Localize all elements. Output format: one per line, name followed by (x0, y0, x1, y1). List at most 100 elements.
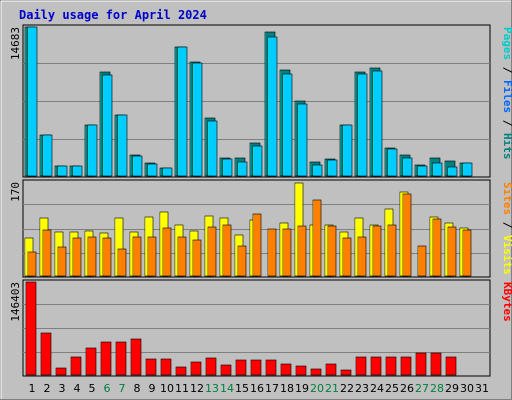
bar-sites-day-19 (297, 225, 307, 277)
bar-pages-day-10 (162, 167, 173, 177)
day-label-25: 25 (385, 382, 399, 395)
bar-pages-day-26 (402, 157, 413, 177)
bar-pages-day-17 (267, 36, 278, 177)
bar-pages-day-18 (282, 73, 293, 177)
series-side-labels: KBytes (501, 282, 512, 322)
side-label-separator: / (501, 113, 512, 133)
bar-sites-day-18 (282, 228, 292, 277)
panel-kbytes: 146403 KBytes (9, 279, 512, 377)
max-tick-label: 14683 (9, 27, 22, 60)
day-label-26: 26 (400, 382, 414, 395)
bar-kbytes-day-5 (85, 347, 97, 376)
bar-kbytes-day-11 (175, 366, 187, 376)
bar-sites-day-30 (462, 229, 472, 277)
bar-sites-day-8 (132, 236, 142, 277)
day-label-9: 9 (149, 382, 156, 395)
panel-visits-sites: 170 Sites / Visits (9, 179, 512, 278)
bar-kbytes-day-3 (55, 367, 67, 376)
bar-sites-day-27 (417, 245, 427, 277)
bar-pages-day-20 (312, 164, 323, 177)
day-labels-group: 1 2 3 4 5 6 7 8 9 10 11 12 13 14 15 16 17 18 19 20 21 22 23 24 2… (29, 382, 490, 395)
day-label-20: 20 (310, 382, 324, 395)
bar-kbytes-day-16 (250, 359, 262, 376)
bar-pages-day-1 (27, 26, 38, 177)
max-tick-label: 146403 (9, 282, 22, 322)
bar-kbytes-day-25 (385, 356, 397, 376)
bar-pages-day-28 (432, 162, 443, 177)
day-label-1: 1 (29, 382, 36, 395)
bar-sites-day-9 (147, 236, 157, 277)
bar-kbytes-day-29 (445, 356, 457, 376)
bar-sites-day-10 (162, 227, 172, 277)
bar-pages-day-9 (147, 163, 158, 177)
bars-hits-files-pages (24, 26, 473, 177)
day-label-5: 5 (89, 382, 96, 395)
bar-kbytes-day-15 (235, 359, 247, 376)
bar-pages-day-2 (42, 134, 53, 177)
bar-pages-day-29 (447, 166, 458, 177)
bar-sites-day-25 (387, 224, 397, 277)
bar-kbytes-day-21 (325, 363, 337, 376)
side-label-sites: Sites (501, 182, 512, 215)
day-label-10: 10 (160, 382, 174, 395)
bar-sites-day-3 (57, 246, 67, 277)
bar-pages-day-16 (252, 145, 263, 177)
bar-kbytes-day-12 (190, 361, 202, 376)
day-label-3: 3 (59, 382, 66, 395)
bar-kbytes-day-27 (415, 352, 427, 376)
series-side-labels: Pages / Files / Hits (501, 27, 512, 160)
bars-kbytes (25, 281, 457, 376)
bar-kbytes-day-28 (430, 352, 442, 376)
day-label-23: 23 (355, 382, 369, 395)
bar-pages-day-22 (342, 124, 353, 177)
day-label-28: 28 (430, 382, 444, 395)
bar-sites-day-1 (27, 251, 37, 277)
bar-kbytes-day-4 (70, 356, 82, 376)
day-label-31: 31 (475, 382, 489, 395)
max-tick-label: 170 (9, 182, 22, 202)
bar-sites-day-21 (327, 225, 337, 277)
bar-kbytes-day-26 (400, 356, 412, 376)
day-label-11: 11 (175, 382, 189, 395)
day-label-8: 8 (134, 382, 141, 395)
bar-sites-day-16 (252, 213, 262, 277)
bar-pages-day-13 (207, 120, 218, 177)
bar-kbytes-day-23 (355, 356, 367, 376)
bar-sites-day-5 (87, 236, 97, 277)
chart-title: Daily usage for April 2024 (19, 8, 207, 22)
day-label-27: 27 (415, 382, 429, 395)
bar-kbytes-day-13 (205, 357, 217, 376)
day-label-12: 12 (190, 382, 204, 395)
bar-pages-day-4 (72, 165, 83, 177)
side-label-pages: Pages (501, 27, 512, 60)
bar-pages-day-11 (177, 46, 188, 177)
bar-pages-day-8 (132, 155, 143, 177)
bar-sites-day-17 (267, 228, 277, 277)
bar-pages-day-6 (102, 74, 113, 177)
bar-kbytes-day-22 (340, 369, 352, 376)
bar-kbytes-day-9 (145, 358, 157, 376)
bars-visits-sites (24, 182, 472, 277)
day-label-29: 29 (445, 382, 459, 395)
day-label-24: 24 (370, 382, 384, 395)
bar-kbytes-day-10 (160, 358, 172, 376)
bar-pages-day-27 (417, 165, 428, 177)
bar-sites-day-20 (312, 199, 322, 277)
day-label-18: 18 (280, 382, 294, 395)
bar-sites-day-13 (207, 226, 217, 277)
day-label-13: 13 (205, 382, 219, 395)
day-label-17: 17 (265, 382, 279, 395)
series-side-labels: Sites / Visits (501, 182, 512, 275)
bar-pages-day-23 (357, 73, 368, 177)
bar-sites-day-4 (72, 237, 82, 277)
bar-pages-day-19 (297, 103, 308, 177)
day-label-2: 2 (44, 382, 51, 395)
day-label-15: 15 (235, 382, 249, 395)
panel-hits-files-pages: 14683 Pages / Files / Hits (9, 24, 512, 178)
bar-sites-day-22 (342, 237, 352, 277)
day-label-19: 19 (295, 382, 309, 395)
day-label-14: 14 (220, 382, 234, 395)
bar-kbytes-day-19 (295, 365, 307, 376)
bar-sites-day-12 (192, 239, 202, 277)
